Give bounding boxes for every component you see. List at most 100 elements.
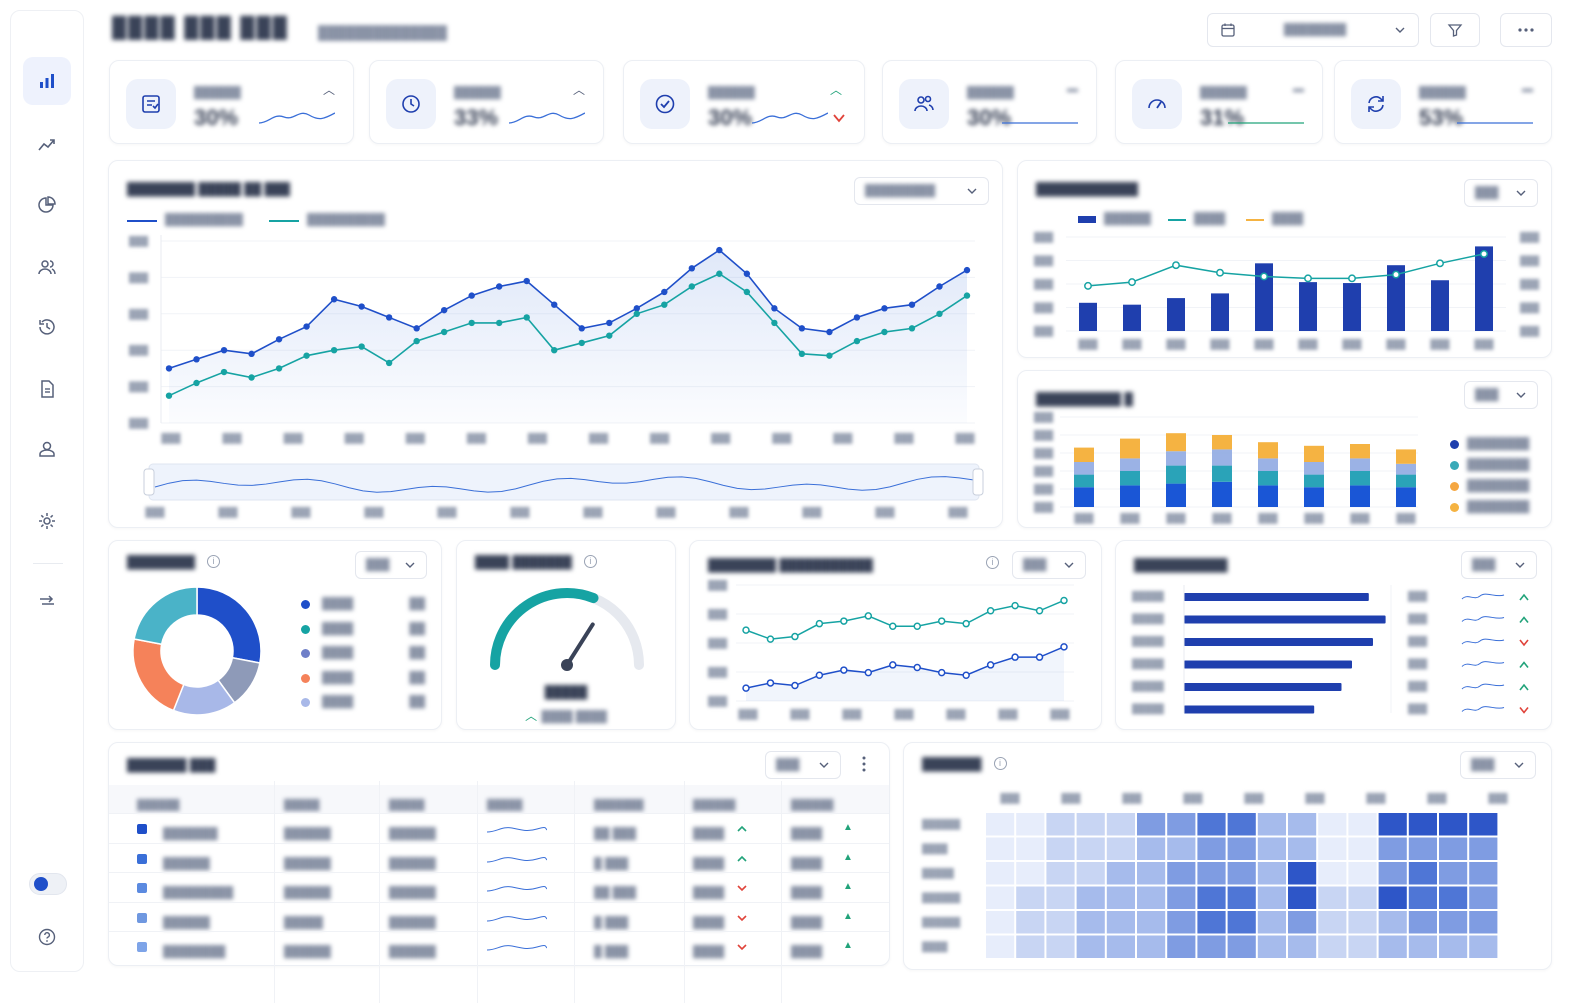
series-b-point [864, 668, 873, 677]
hbar-label: █████ [1132, 680, 1165, 692]
kpi-card[interactable]: ██████ 30% ︿ [109, 60, 354, 144]
table-row[interactable]: ███████ ██████ ██████ ██ ███ ████ ████ ▲ [109, 813, 889, 843]
heatmap-cell [1348, 911, 1377, 934]
x-tick-label: ███ [1298, 338, 1318, 350]
table-header-cell[interactable]: █████ [487, 800, 523, 811]
nav-history[interactable] [23, 303, 71, 351]
donut-legend-item: ████ ██ [301, 599, 425, 610]
hbar-sparkline [1461, 593, 1505, 600]
heatmap-cell [1197, 886, 1226, 909]
main-chart-dropdown[interactable]: █████████ [854, 177, 989, 205]
heatmap-row-label: ████ [922, 843, 948, 855]
nav-switch[interactable] [23, 577, 71, 625]
info-icon[interactable]: i [993, 757, 1007, 770]
info-icon[interactable]: i [583, 555, 597, 568]
series-a-point [385, 314, 393, 321]
series-a-point [440, 306, 448, 314]
table-row[interactable]: ████████ ██████ ██████ █ ███ ████ ████ ▲ [109, 931, 889, 961]
nav-settings[interactable] [23, 497, 71, 545]
table-cell: █ ███ [594, 916, 629, 929]
table-row[interactable]: █████████ ██████ ██████ ██ ███ ████ ████… [109, 872, 889, 902]
kpi-trend: ︿ [830, 81, 846, 98]
heatmap-cell [1227, 837, 1256, 860]
nav-documents[interactable] [23, 365, 71, 413]
table-row[interactable]: ██████ ██████ ██████ █ ███ ████ ████ ▲ [109, 842, 889, 873]
heatmap-cell [1378, 886, 1407, 909]
nav-reports[interactable] [23, 181, 71, 229]
kpi-sparkline [1002, 122, 1078, 124]
dual-line-chart: ███ ███ ███ ███ ███ ███ ███ ███ ███ ███ ███ ███ [708, 579, 1074, 720]
kpi-card[interactable]: ██████ 30% ▬ [882, 60, 1097, 144]
series-b-line [168, 272, 968, 397]
dual-line-dropdown[interactable]: ███ [1012, 551, 1086, 579]
table-dropdown[interactable]: ███ [765, 751, 841, 779]
chevron-down-icon [1514, 762, 1524, 768]
kpi-card[interactable]: ██████ 31% ▬ [1115, 60, 1323, 144]
x-tick-label: ███ [833, 432, 853, 444]
legend-swatch [127, 219, 157, 222]
heatmap-cell [1439, 935, 1468, 958]
series-a-point [881, 305, 888, 312]
hbar-bar [1184, 593, 1369, 601]
kpi-card[interactable]: ██████ 30% ︿ [623, 60, 865, 144]
heatmap-row-label: █████ [922, 867, 955, 879]
stack-segment [1120, 458, 1140, 471]
table-cell: ████ [693, 946, 725, 958]
kpi-card[interactable]: ██████ 33% ︿ [369, 60, 604, 144]
trend-up-icon: ︿ [525, 709, 538, 723]
nav-analytics[interactable] [23, 57, 71, 105]
x-tick-label: ███ [842, 708, 862, 720]
series-a-point [815, 619, 824, 628]
series-a-point [578, 325, 585, 332]
nav-help[interactable] [23, 913, 71, 961]
kpi-card[interactable]: ██████ 53% ▬ [1334, 60, 1552, 144]
heatmap-cell [1197, 837, 1226, 860]
date-range-select[interactable]: ████████ [1207, 13, 1419, 47]
table-cell: █████ [284, 916, 323, 929]
bar [1387, 265, 1405, 331]
theme-toggle[interactable] [29, 873, 67, 895]
heatmap-cell [1016, 862, 1045, 885]
x-tick-label: ███ [998, 708, 1018, 720]
y-tick-label: ███ [708, 608, 728, 620]
hbar-dropdown[interactable]: ███ [1461, 551, 1537, 579]
table-more-button[interactable] [861, 755, 867, 778]
info-icon[interactable]: i [986, 556, 999, 569]
table-header-cell[interactable]: ██████ [137, 800, 180, 811]
heatmap-dropdown[interactable]: ███ [1460, 751, 1536, 779]
series-b-point [963, 292, 971, 299]
series-a-point [468, 292, 475, 299]
more-options-button[interactable] [1500, 13, 1552, 47]
navigator-tick: ███ [656, 506, 676, 518]
filter-button[interactable] [1430, 13, 1480, 47]
series-b-point [606, 332, 613, 339]
y2-tick-label: ███ [1520, 255, 1540, 267]
kpi-label: ██████ [967, 87, 1014, 99]
column-divider [684, 781, 685, 1003]
stacked-chart-dropdown[interactable]: ███ [1464, 381, 1538, 409]
table-header-cell[interactable]: █████ [284, 800, 320, 811]
nav-users[interactable] [23, 243, 71, 291]
stack-segment [1304, 445, 1324, 462]
table-header-cell[interactable]: ██████ [693, 800, 736, 811]
series-a-point [840, 617, 848, 625]
series-a-point [791, 632, 799, 641]
nav-profile[interactable] [23, 425, 71, 473]
navigator-tick: ███ [583, 506, 603, 518]
heatmap-cell [1137, 886, 1166, 909]
table-header-cell[interactable]: █████ [389, 800, 425, 811]
info-icon[interactable]: i [207, 555, 221, 568]
heatmap-cell [1348, 837, 1377, 860]
heatmap-cell [1257, 813, 1286, 836]
donut-dropdown[interactable]: ███ [355, 551, 427, 579]
table-header-cell[interactable]: ███████ [594, 800, 644, 811]
series-b-point [826, 352, 833, 359]
table-row[interactable]: ██████ █████ ██████ █ ███ ████ ████ ▲ [109, 901, 889, 932]
more-horizontal-icon [1518, 28, 1534, 32]
table-header-cell[interactable]: ██████ [791, 800, 834, 811]
nav-trends[interactable] [23, 121, 71, 169]
y2-tick-label: ███ [1520, 231, 1540, 243]
heatmap-cell [1106, 935, 1135, 958]
combo-chart-dropdown[interactable]: ███ [1464, 179, 1538, 207]
heatmap-cell [1408, 813, 1437, 836]
